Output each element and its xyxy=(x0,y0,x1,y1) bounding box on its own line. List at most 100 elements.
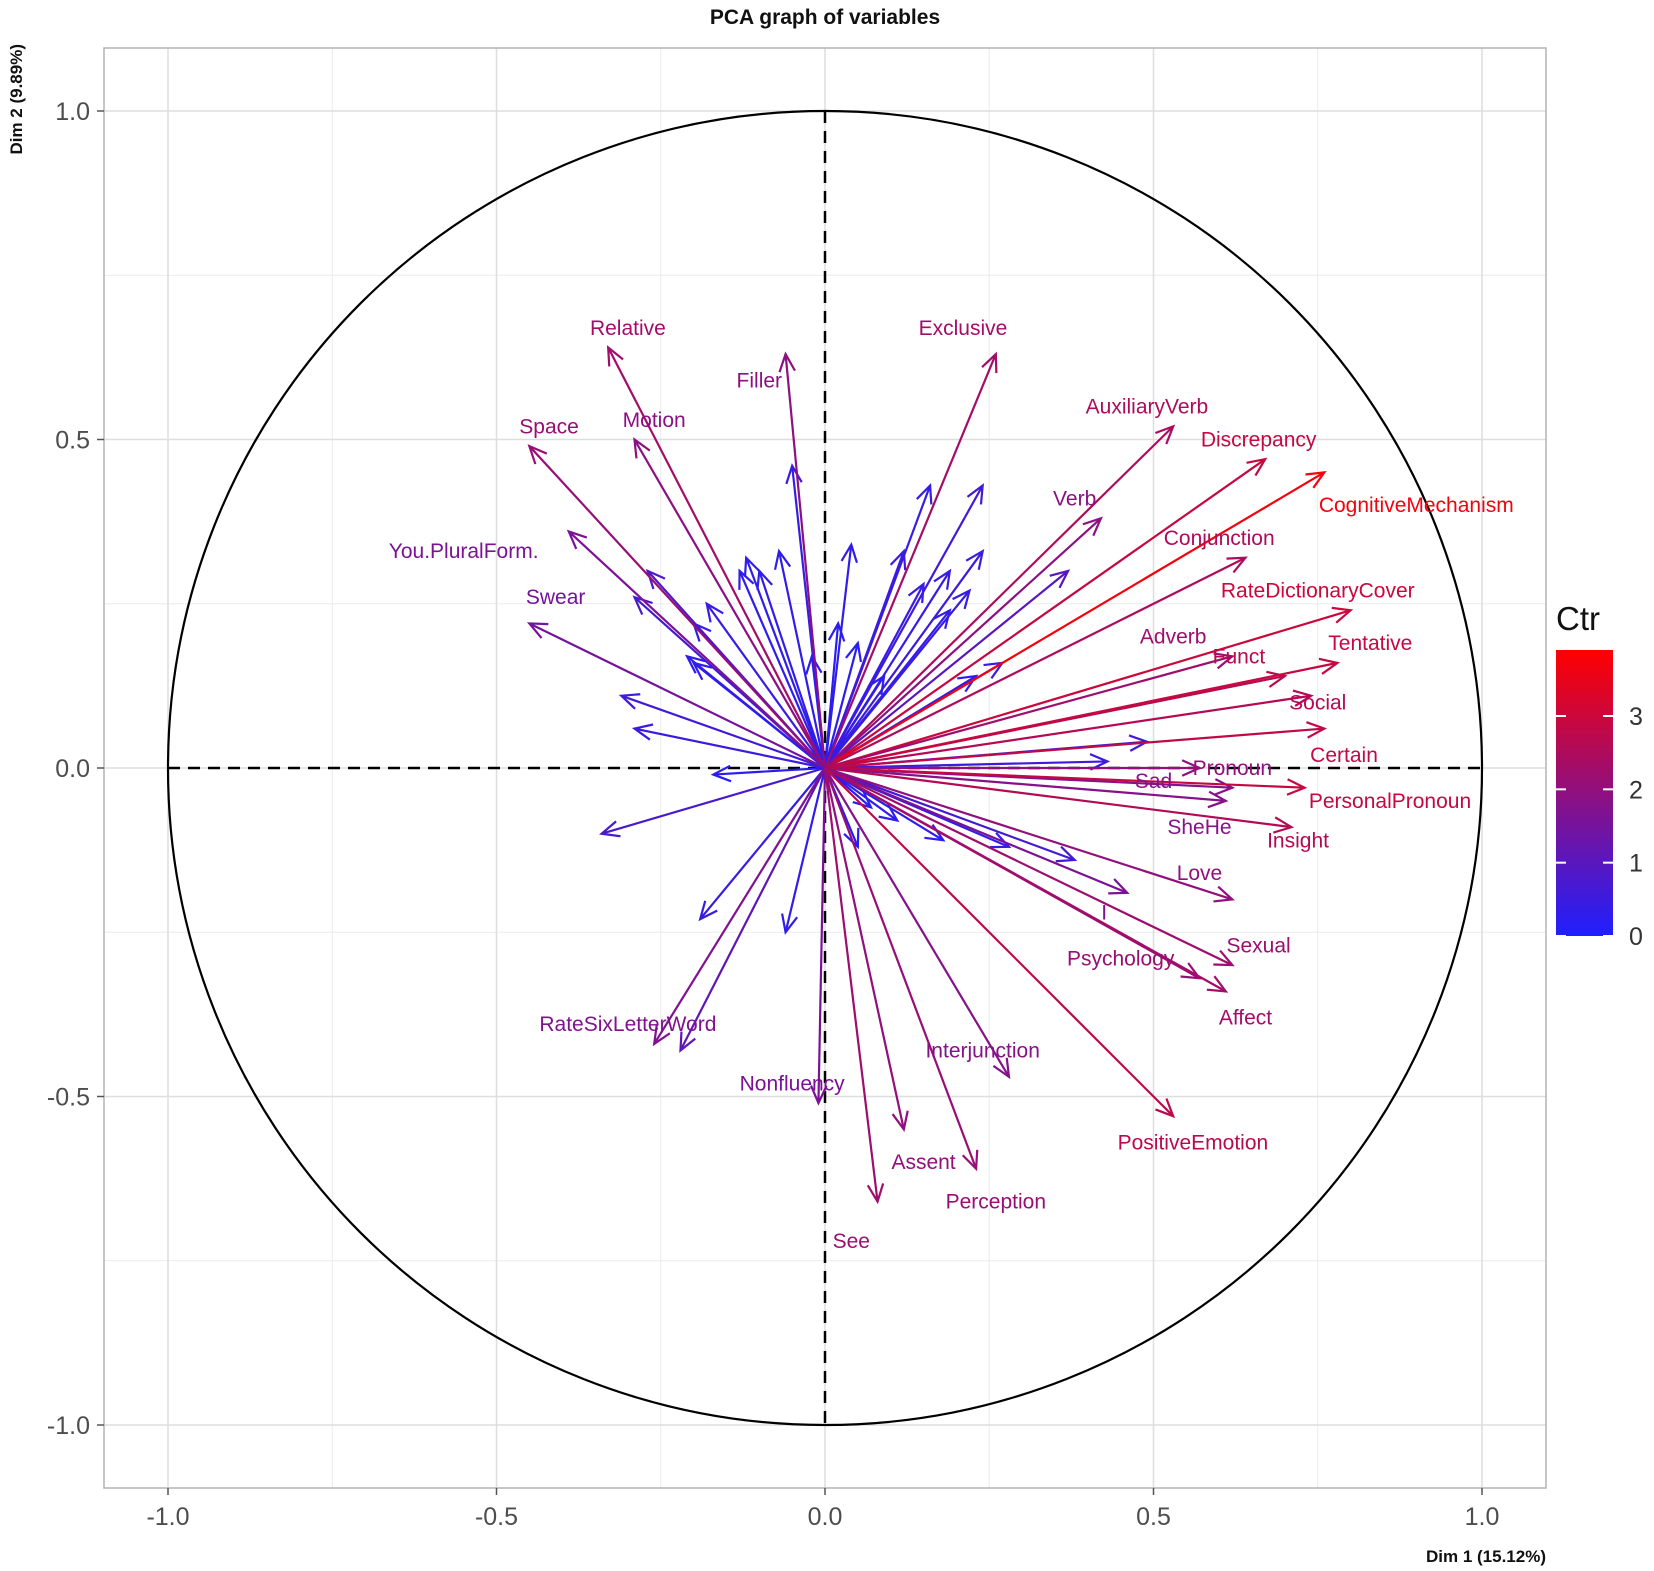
axis-ticks: -1.0 -0.5 0.0 0.5 1.0 -1.0 -0.5 0.0 0.5 1.0 xyxy=(47,98,1499,1531)
legend-colorbar xyxy=(1556,650,1613,936)
arrow-head xyxy=(1049,569,1071,589)
arrow-head xyxy=(1206,975,1229,993)
x-axis-title: Dim 1 (15.12%) xyxy=(1426,1547,1546,1566)
variable-label: Conjunction xyxy=(1164,527,1275,550)
arrow-head xyxy=(866,1183,885,1205)
arrow-shaft xyxy=(758,570,827,769)
arrow-head xyxy=(1213,652,1235,670)
x-tick-label: -0.5 xyxy=(475,1503,518,1531)
arrow-head xyxy=(606,345,624,367)
variable-arrow xyxy=(679,767,826,1053)
variable-arrow xyxy=(631,723,826,770)
legend-tick-label: 2 xyxy=(1629,776,1643,804)
chart-title: PCA graph of variables xyxy=(710,6,940,29)
variable-arrow-affect xyxy=(824,767,1229,993)
arrow-shaft xyxy=(824,694,1312,770)
variable-label: AuxiliaryVerb xyxy=(1086,396,1209,419)
variable-arrow-assent xyxy=(823,767,909,1132)
variable-arrow-you-pluralform xyxy=(566,529,826,769)
arrow-shaft xyxy=(817,767,827,1104)
arrow-head xyxy=(992,1057,1011,1080)
arrow-head xyxy=(566,529,588,550)
arrow-head xyxy=(645,568,666,590)
variable-label: Social xyxy=(1289,691,1346,714)
arrow-shaft xyxy=(823,767,978,1170)
arrow-shaft xyxy=(692,662,826,769)
y-tick-label: 0.5 xyxy=(55,427,90,455)
variable-arrow-pronoun xyxy=(825,759,1203,777)
variable-label: Relative xyxy=(590,317,666,340)
arrow-head xyxy=(1207,790,1229,809)
arrow-shaft xyxy=(823,353,997,769)
variable-arrow xyxy=(824,581,925,769)
variable-arrow-perception xyxy=(823,767,979,1172)
variable-label: Exclusive xyxy=(919,317,1008,340)
arrow-shaft xyxy=(824,766,1128,894)
arrow-head xyxy=(618,693,641,710)
arrow-head xyxy=(989,832,1012,849)
arrow-head xyxy=(599,820,621,838)
arrow-head xyxy=(773,548,792,570)
arrow-head xyxy=(778,351,796,373)
variable-label: Perception xyxy=(946,1191,1046,1214)
arrow-shaft xyxy=(824,766,1305,789)
arrow-head xyxy=(966,483,984,505)
arrow-head xyxy=(632,595,653,615)
variable-arrow xyxy=(599,766,826,838)
arrow-head xyxy=(916,482,933,505)
variable-arrow-positiveemotion xyxy=(824,767,1176,1119)
variable-label: Nonfluency xyxy=(740,1072,846,1095)
variable-label: RateDictionaryCover xyxy=(1221,580,1415,603)
arrow-head xyxy=(526,622,549,639)
variable-arrow-sexual xyxy=(824,767,1235,967)
arrow-shaft xyxy=(699,767,826,920)
arrow-shaft xyxy=(824,570,1069,769)
variable-label: Verb xyxy=(1053,488,1096,511)
arrow-shaft xyxy=(824,425,1174,769)
variable-arrow-tentative xyxy=(824,657,1341,770)
arrow-shaft xyxy=(824,556,1246,769)
arrow-head xyxy=(1213,949,1235,967)
variable-label: Psychology xyxy=(1067,948,1175,971)
variable-arrow-conjunction xyxy=(824,556,1248,769)
variable-arrow xyxy=(743,555,827,769)
arrow-head xyxy=(805,653,823,675)
arrow-head xyxy=(1292,689,1314,707)
variable-arrow-discrepancy xyxy=(824,457,1268,769)
arrow-shaft xyxy=(634,727,826,770)
arrow-head xyxy=(843,827,860,850)
arrow-head xyxy=(756,568,773,590)
arrow-head xyxy=(710,764,732,783)
arrow-shaft xyxy=(784,353,827,769)
y-tick-label: 1.0 xyxy=(55,98,90,126)
arrow-head xyxy=(1180,962,1202,980)
variable-label: Sexual xyxy=(1227,934,1291,957)
variable-arrow-space xyxy=(527,444,826,769)
arrow-head xyxy=(933,568,952,590)
arrow-head xyxy=(1272,816,1295,834)
y-tick-label: -1.0 xyxy=(47,1412,90,1440)
arrow-shaft xyxy=(528,622,826,769)
arrow-head xyxy=(785,463,803,485)
variable-label: Sad xyxy=(1135,770,1172,793)
arrow-head xyxy=(852,789,874,810)
arrow-head xyxy=(867,673,886,695)
arrow-head xyxy=(932,608,952,630)
variable-arrow xyxy=(824,673,886,769)
variable-labels: Relative Filler Exclusive AuxiliaryVerb Disc… xyxy=(389,317,1514,1253)
arrow-head xyxy=(1226,556,1248,574)
variable-label: Love xyxy=(1177,862,1223,885)
legend-tick-label: 3 xyxy=(1629,703,1643,731)
variable-arrow xyxy=(823,548,907,769)
variable-arrow-personalpronoun xyxy=(824,766,1308,796)
variable-arrow-ratedictionarycover xyxy=(824,606,1354,770)
arrow-head xyxy=(1089,753,1111,771)
variable-label: Affect xyxy=(1219,1007,1272,1030)
variable-label: I xyxy=(1101,902,1107,925)
arrow-head xyxy=(1266,670,1288,688)
variable-arrow xyxy=(824,766,1078,863)
arrow-head xyxy=(652,1024,671,1047)
arrow-shaft xyxy=(824,727,1325,770)
variable-label: Motion xyxy=(623,409,686,432)
arrow-shaft xyxy=(653,767,826,1045)
